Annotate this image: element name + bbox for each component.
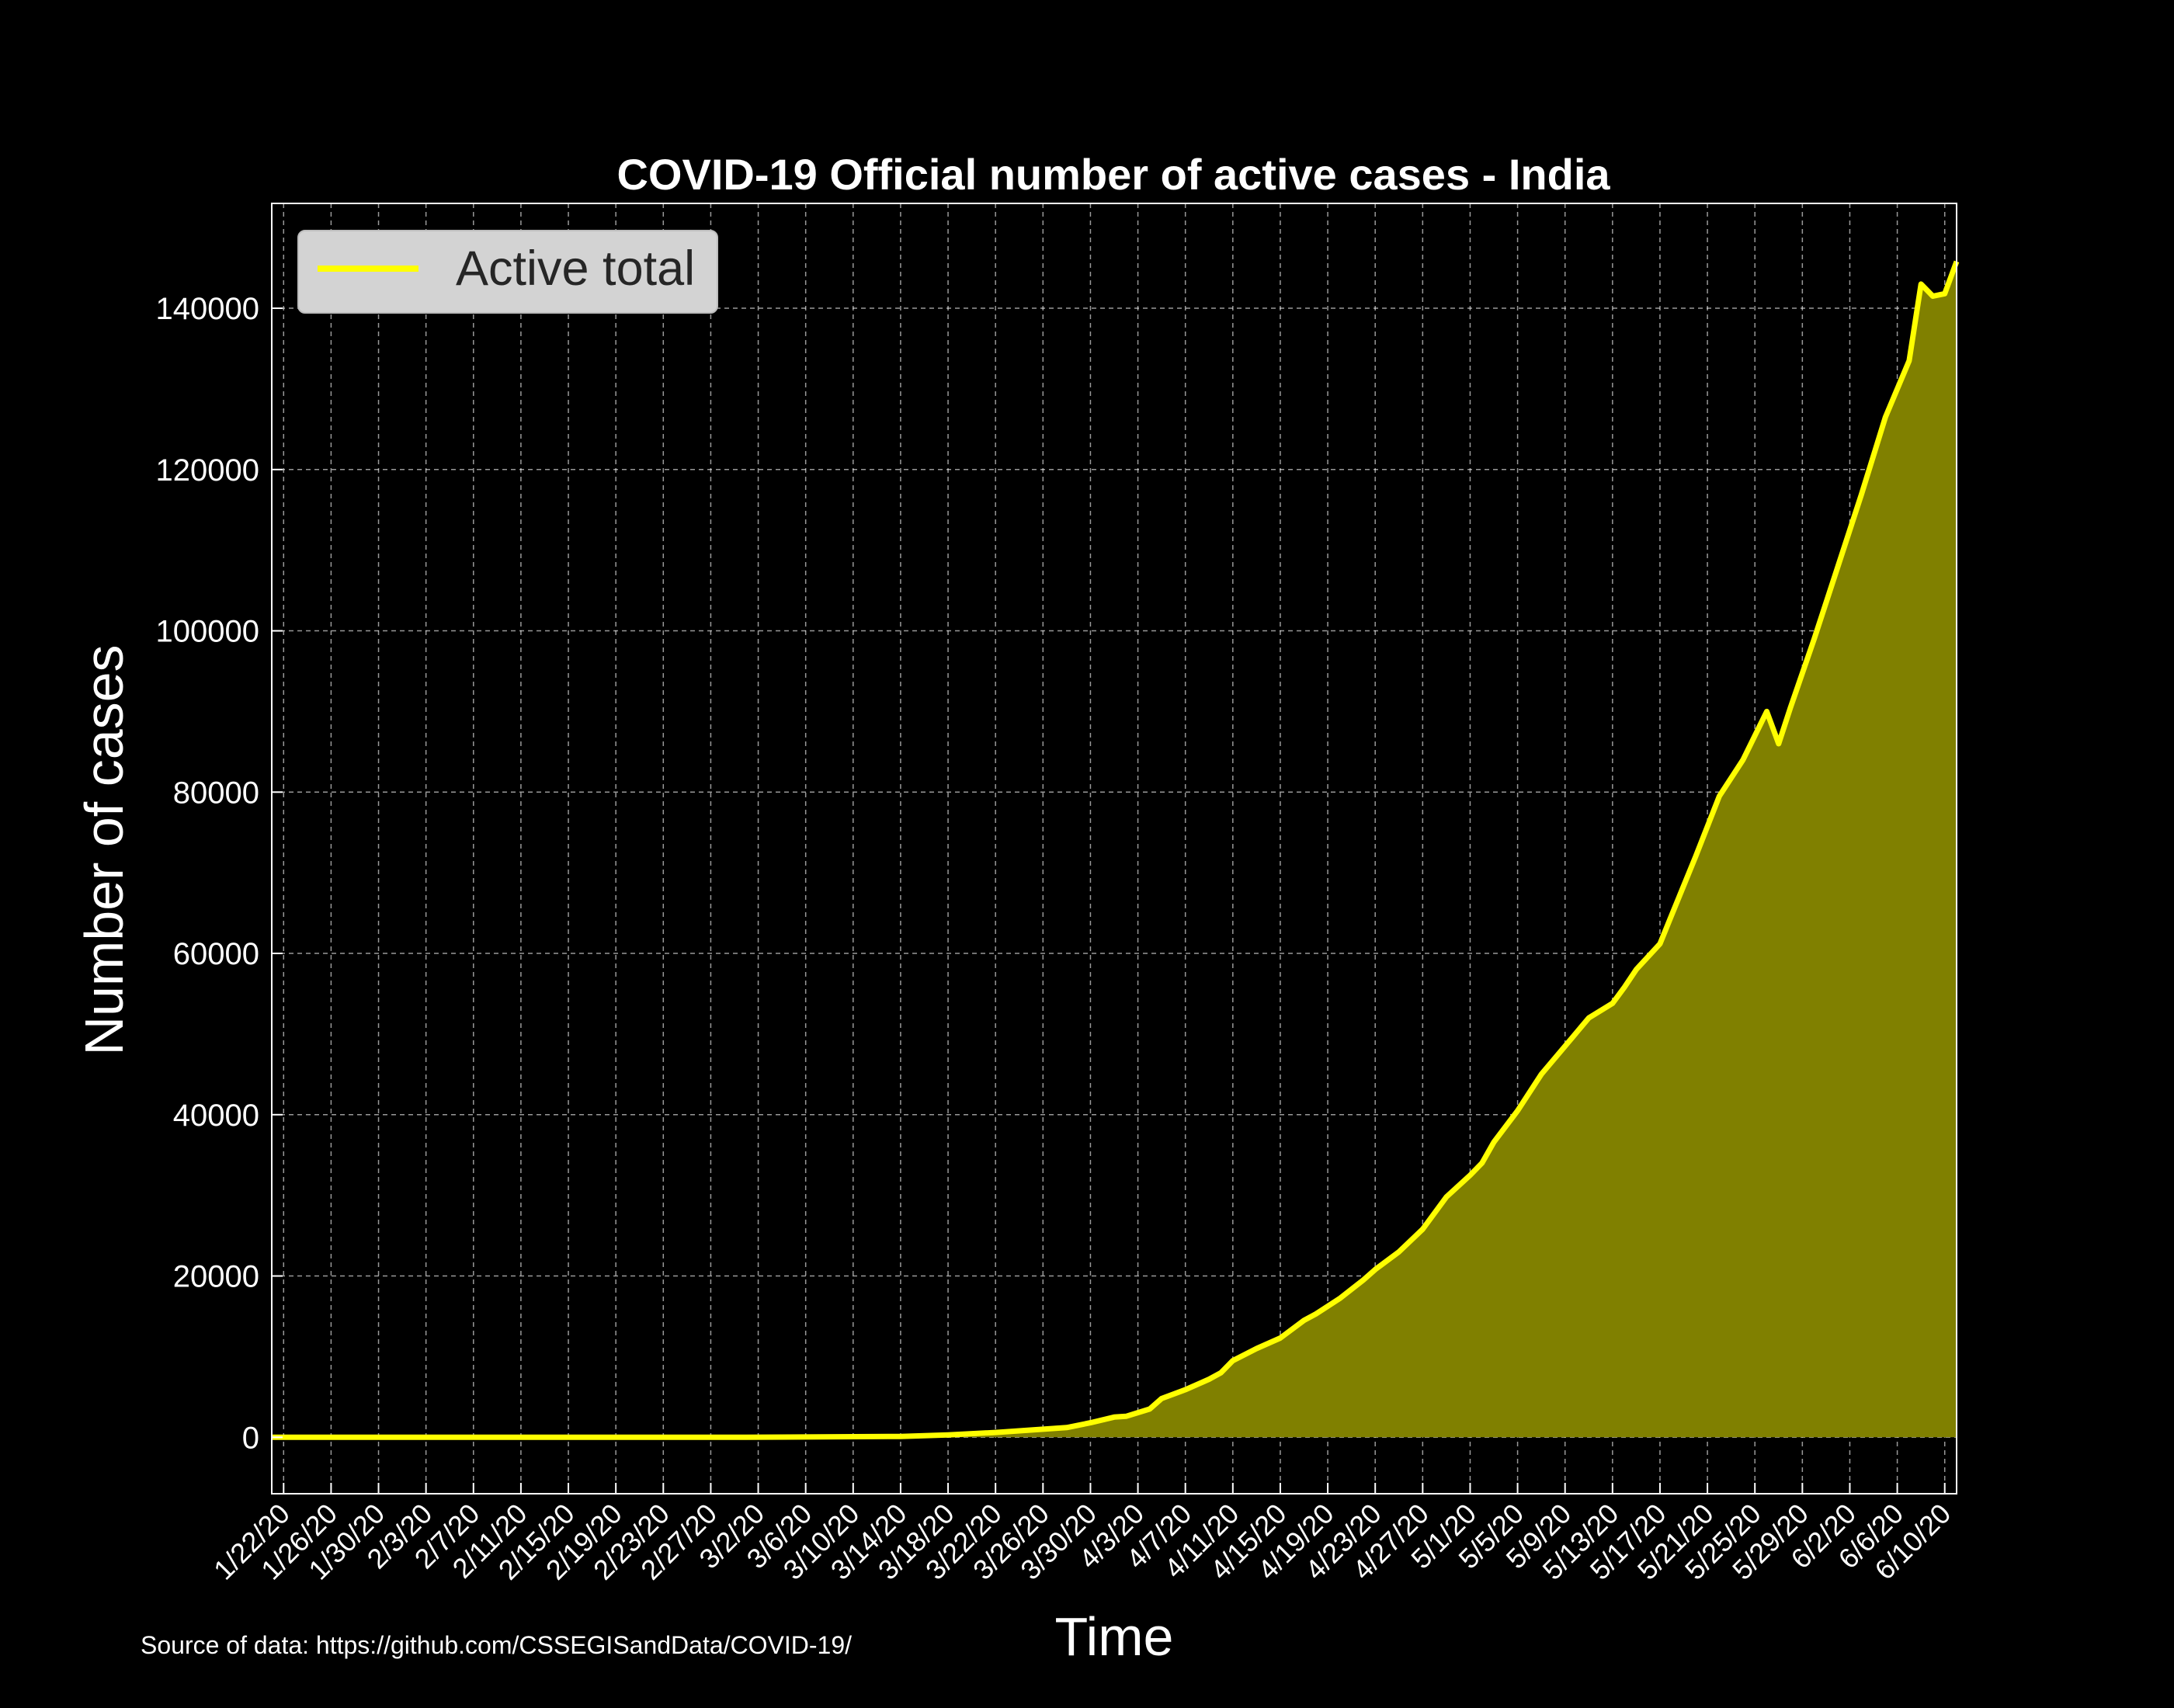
y-tick-label: 0 bbox=[242, 1421, 259, 1455]
legend-line-swatch bbox=[318, 266, 418, 272]
y-axis-ticks: 0 20000 40000 60000 80000 100000 120000 140000 bbox=[156, 292, 283, 1455]
plot-frame bbox=[271, 203, 1957, 1494]
chart-title: COVID-19 Official number of active cases… bbox=[616, 150, 1610, 199]
y-tick-label: 140000 bbox=[156, 292, 259, 326]
y-tick-label: 60000 bbox=[173, 937, 259, 971]
x-axis-ticks: 1/22/201/26/201/30/202/3/202/7/202/11/20… bbox=[207, 1483, 1957, 1586]
y-tick-label: 100000 bbox=[156, 615, 259, 649]
y-tick-label: 80000 bbox=[173, 776, 259, 810]
active-total-line bbox=[272, 260, 1960, 1440]
x-axis-label: Time bbox=[1055, 1606, 1174, 1667]
y-tick-label: 120000 bbox=[156, 453, 259, 488]
legend: Active total bbox=[297, 230, 718, 314]
y-axis-label: Number of cases bbox=[74, 644, 134, 1055]
active-total-area bbox=[272, 261, 1957, 1438]
y-tick-label: 40000 bbox=[173, 1099, 259, 1133]
y-tick-label: 20000 bbox=[173, 1260, 259, 1294]
legend-label: Active total bbox=[456, 241, 696, 296]
source-note: Source of data: https://github.com/CSSEG… bbox=[141, 1631, 853, 1659]
